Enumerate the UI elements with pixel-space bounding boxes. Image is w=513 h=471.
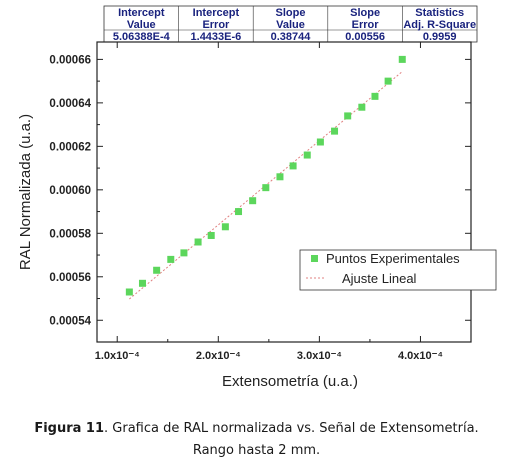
stats-table-border: [103, 5, 478, 43]
y-tick-label: 0.00056: [49, 272, 91, 284]
stats-header-cell: Slope: [350, 7, 380, 19]
caption-line-1: Figura 11. Grafica de RAL normalizada vs…: [0, 418, 513, 440]
data-point: [207, 231, 215, 239]
x-tick-label: 4.0x10⁻⁴: [398, 350, 443, 362]
stats-header-cell: Error: [352, 19, 380, 31]
stats-header-cell: Intercept: [193, 7, 240, 19]
stats-value-cell: 5.06388E-4: [113, 31, 171, 43]
data-point: [262, 184, 270, 192]
stats-value-cell: 1.4433E-6: [191, 31, 242, 43]
plot-frame: [96, 41, 472, 343]
data-point: [331, 127, 339, 135]
stats-header-cell: Statistics: [415, 7, 464, 19]
statistics-table: InterceptValueInterceptErrorSlopeValueSl…: [103, 5, 478, 43]
data-point: [194, 238, 202, 246]
stats-header-cell: Adj. R-Square: [403, 19, 476, 31]
data-point: [398, 55, 406, 63]
stats-value-cell: 0.38744: [271, 31, 312, 43]
data-point: [344, 112, 352, 120]
y-tick-label: 0.00054: [49, 315, 91, 327]
stats-header-cell: Value: [276, 19, 305, 31]
data-point: [221, 223, 229, 231]
stats-header-cell: Value: [127, 19, 156, 31]
data-point: [316, 138, 324, 146]
chart-figure: InterceptValueInterceptErrorSlopeValueSl…: [17, 5, 497, 390]
data-point: [125, 288, 133, 296]
legend: Puntos Experimentales Ajuste Lineal: [299, 249, 497, 291]
y-tick-label: 0.00062: [49, 141, 91, 153]
data-point: [153, 266, 161, 274]
x-tick-label: 2.0x10⁻⁴: [196, 350, 241, 362]
legend-label-fit: Ajuste Lineal: [342, 271, 417, 286]
data-point: [371, 92, 379, 100]
y-tick-label: 0.00066: [49, 54, 91, 66]
figure-caption: Figura 11. Grafica de RAL normalizada vs…: [0, 418, 513, 462]
data-points: [125, 55, 406, 296]
data-point: [276, 173, 284, 181]
caption-label: Figura 11: [34, 421, 105, 436]
y-tick-label: 0.00060: [49, 185, 91, 197]
caption-line-2: Rango hasta 2 mm.: [192, 443, 321, 458]
data-point: [289, 162, 297, 170]
x-tick-label: 1.0x10⁻⁴: [95, 350, 140, 362]
stats-value-cell: 0.00556: [345, 31, 385, 43]
caption-text: . Grafica de RAL normalizada vs. Señal d…: [104, 421, 479, 436]
y-axis-label: RAL Normalizada (u.a.): [17, 114, 34, 270]
axis-ticks: 1.0x10⁻⁴ 2.0x10⁻⁴ 3.0x10⁻⁴ 4.0x10⁻⁴ 0.00054 0…: [49, 42, 471, 362]
data-point: [249, 197, 257, 205]
data-point: [138, 279, 146, 287]
x-tick-label: 3.0x10⁻⁴: [297, 350, 342, 362]
stats-header-cell: Error: [202, 19, 230, 31]
data-point: [384, 77, 392, 85]
x-axis-label: Extensometría (u.a.): [222, 373, 358, 390]
legend-marker-points: [311, 255, 318, 262]
y-tick-label: 0.00064: [49, 98, 91, 110]
stats-header-cell: Slope: [276, 7, 306, 19]
stats-header-cell: Intercept: [118, 7, 165, 19]
data-point: [303, 151, 311, 159]
data-point: [167, 255, 175, 263]
data-point: [180, 249, 188, 257]
data-point: [358, 103, 366, 111]
legend-box: [299, 249, 497, 291]
legend-label-points: Puntos Experimentales: [326, 251, 460, 266]
y-tick-label: 0.00058: [49, 228, 91, 240]
data-point: [235, 208, 243, 216]
stats-value-cell: 0.9959: [423, 31, 457, 43]
